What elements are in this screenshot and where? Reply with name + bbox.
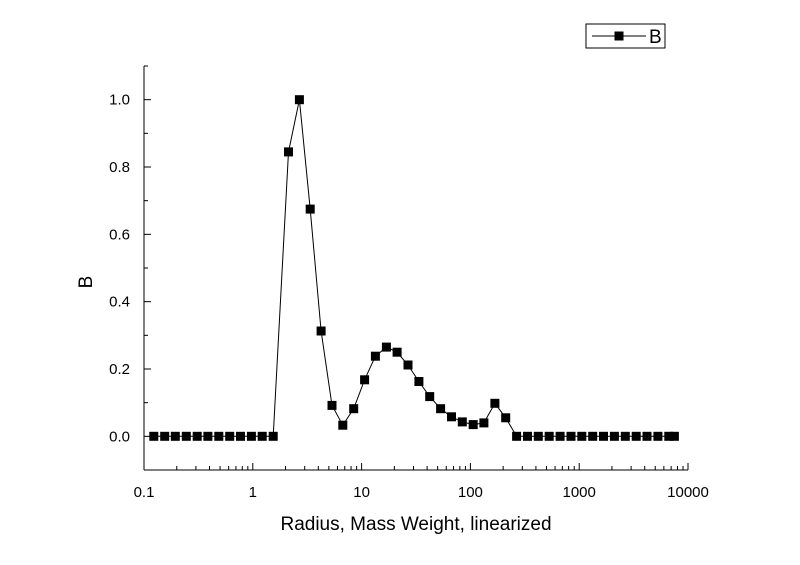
data-point: [338, 420, 348, 430]
data-point: [436, 404, 446, 414]
data-point: [392, 347, 402, 357]
data-point: [631, 431, 641, 441]
y-axis-title: B: [76, 276, 97, 289]
data-point: [544, 431, 554, 441]
data-point: [316, 326, 326, 336]
y-tick-label: 0.2: [109, 361, 130, 378]
data-point: [203, 431, 213, 441]
data-point: [414, 377, 424, 386]
x-axis-title: Radius, Mass Weight, linearized: [280, 514, 551, 535]
data-point: [257, 431, 267, 441]
data-point: [490, 398, 500, 408]
data-point: [236, 431, 245, 441]
data-point: [149, 431, 159, 441]
data-point: [403, 360, 413, 370]
data-point: [642, 431, 652, 441]
y-tick-label: 1.0: [109, 92, 130, 109]
legend: B: [585, 23, 666, 49]
x-tick-label: 10000: [667, 484, 709, 501]
data-point: [577, 431, 587, 441]
data-point: [479, 418, 489, 428]
data-point: [268, 431, 278, 441]
x-tick-label: 1000: [563, 484, 596, 501]
data-point: [349, 404, 359, 414]
y-tick-label: 0.8: [109, 159, 130, 176]
data-point: [370, 351, 380, 361]
y-tick-label: 0.4: [109, 294, 130, 311]
x-tick-label: 1: [249, 484, 257, 501]
data-point: [523, 431, 532, 441]
data-point: [533, 431, 543, 441]
data-point: [327, 400, 337, 410]
data-point: [609, 431, 619, 441]
data-point: [447, 412, 456, 422]
data-point: [160, 431, 170, 441]
data-point: [620, 431, 630, 441]
x-tick-label: 0.1: [134, 484, 155, 501]
series-line-B: [153, 99, 675, 437]
data-point: [555, 431, 565, 441]
data-point: [284, 147, 293, 157]
data-point: [305, 204, 315, 214]
data-point: [214, 431, 224, 441]
x-tick-label: 100: [458, 484, 483, 501]
data-point: [294, 95, 304, 105]
data-point: [468, 420, 478, 430]
data-point: [653, 431, 663, 441]
data-point: [246, 431, 256, 441]
series-layer: [149, 95, 679, 441]
data-point: [425, 392, 435, 402]
data-point: [588, 431, 598, 441]
data-point: [566, 431, 576, 441]
data-point: [512, 431, 522, 441]
data-point: [360, 375, 370, 385]
data-point: [225, 431, 235, 441]
data-point: [457, 417, 467, 427]
data-point: [664, 431, 674, 441]
x-tick-label: 10: [353, 484, 370, 501]
data-point: [192, 431, 202, 441]
axes: 0.1 1 10 100 1000 10000 0.0 0.2 0.4 0.6 0.8 1.0: [109, 65, 709, 501]
data-point: [170, 431, 180, 441]
data-point: [501, 413, 511, 423]
data-point: [669, 431, 679, 441]
y-tick-label: 0.0: [109, 428, 130, 445]
legend-label: B: [649, 27, 662, 48]
data-point: [599, 431, 608, 441]
legend-marker-sample: [614, 31, 624, 41]
data-point: [381, 342, 391, 352]
data-point: [181, 431, 191, 441]
y-tick-label: 0.6: [109, 226, 130, 243]
